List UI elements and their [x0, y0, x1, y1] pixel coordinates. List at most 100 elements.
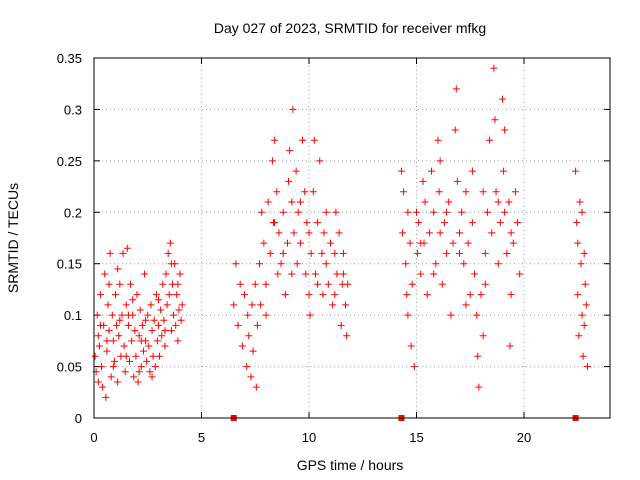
data-point	[456, 229, 463, 237]
data-point	[113, 321, 121, 329]
data-point	[501, 208, 509, 216]
data-point	[98, 363, 106, 371]
data-point	[137, 363, 145, 371]
data-point	[167, 260, 175, 268]
y-tick-label: 0.05	[57, 360, 82, 375]
data-point	[423, 291, 431, 299]
data-point	[284, 239, 291, 247]
data-point	[310, 136, 318, 144]
data-point	[419, 177, 427, 185]
data-point	[491, 116, 499, 124]
data-point	[156, 352, 164, 360]
data-point	[462, 301, 470, 309]
data-point	[408, 280, 416, 288]
data-point	[509, 239, 517, 247]
data-point	[421, 198, 429, 206]
data-point	[107, 373, 115, 381]
data-point	[286, 147, 294, 155]
data-point	[262, 280, 270, 288]
data-point	[506, 342, 514, 350]
data-point	[96, 321, 104, 329]
data-point	[266, 249, 274, 257]
data-point	[94, 378, 102, 386]
data-point	[159, 280, 167, 288]
data-point	[458, 208, 466, 216]
data-point	[580, 321, 588, 329]
data-point	[175, 306, 183, 314]
data-point	[252, 383, 260, 391]
data-point	[138, 321, 146, 329]
data-point	[122, 301, 130, 309]
data-point	[95, 342, 103, 350]
data-point	[468, 219, 476, 227]
data-point	[496, 219, 504, 227]
data-point	[147, 301, 155, 309]
data-point	[319, 291, 327, 299]
y-tick-label: 0.25	[57, 154, 82, 169]
data-point	[443, 249, 451, 257]
data-point	[438, 280, 446, 288]
data-point	[135, 368, 143, 376]
data-point	[109, 337, 117, 345]
data-point	[479, 188, 487, 196]
data-point	[177, 316, 185, 324]
data-point	[149, 352, 157, 360]
data-point	[460, 260, 468, 268]
data-point	[316, 157, 324, 165]
y-tick-label: 0.15	[57, 257, 82, 272]
data-point	[294, 208, 302, 216]
data-point	[285, 177, 293, 185]
data-point	[96, 291, 104, 299]
data-point	[447, 311, 455, 319]
data-points	[91, 64, 591, 421]
data-point	[271, 136, 279, 144]
data-point	[173, 291, 181, 299]
data-point	[403, 291, 411, 299]
data-point	[262, 311, 270, 319]
data-point	[273, 188, 281, 196]
data-point	[337, 321, 345, 329]
data-point	[404, 311, 412, 319]
data-point	[288, 198, 296, 206]
data-point	[238, 342, 246, 350]
data-point	[456, 249, 463, 257]
data-point	[490, 64, 498, 72]
tick-labels: 0 5 10 15 20 0 0.05 0.1 0.15 0.2 0.25 0.3 0.35	[57, 51, 532, 445]
data-point	[121, 368, 129, 376]
data-point	[452, 85, 460, 93]
data-point	[174, 280, 182, 288]
data-point	[142, 316, 150, 324]
data-point	[152, 291, 160, 299]
data-point	[468, 167, 476, 175]
data-point	[324, 280, 332, 288]
data-point	[178, 301, 186, 309]
data-point	[136, 306, 144, 314]
data-point	[161, 342, 169, 350]
data-point	[331, 249, 339, 257]
data-point	[434, 136, 442, 144]
data-point	[155, 321, 162, 329]
data-point	[289, 105, 297, 113]
x-tick-label: 20	[517, 430, 531, 445]
data-point	[151, 363, 159, 371]
data-point	[483, 208, 491, 216]
data-point	[174, 337, 182, 345]
data-point	[296, 198, 304, 206]
x-tick-label: 10	[302, 430, 316, 445]
data-point	[114, 378, 122, 386]
data-point	[578, 208, 586, 216]
data-point	[414, 249, 422, 257]
data-point	[123, 244, 131, 252]
data-point	[399, 229, 407, 237]
data-point	[573, 219, 581, 227]
chart-title: Day 027 of 2023, SRMTID for receiver mfk…	[214, 20, 486, 36]
data-point	[462, 188, 470, 196]
data-point	[162, 270, 170, 278]
data-point	[475, 383, 483, 391]
data-point	[277, 260, 285, 268]
y-tick-label: 0.2	[64, 205, 82, 220]
data-point	[581, 280, 589, 288]
data-point	[248, 301, 256, 309]
data-point	[130, 373, 138, 381]
data-point	[574, 291, 582, 299]
